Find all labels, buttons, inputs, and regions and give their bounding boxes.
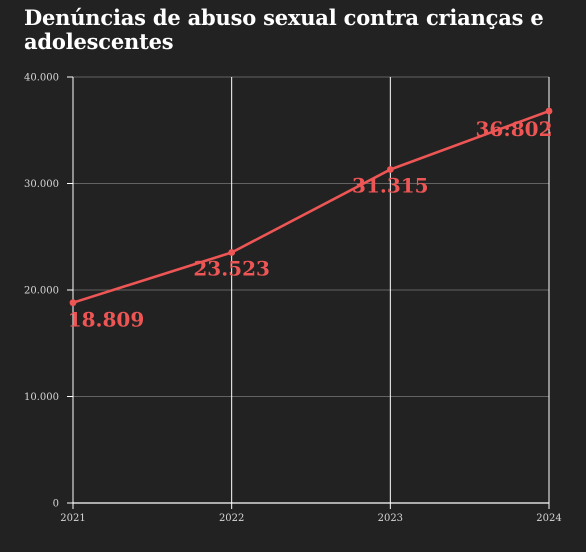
y-tick-label: 20.000 bbox=[24, 286, 59, 297]
data-label: 36:802 bbox=[476, 117, 553, 141]
data-label: 18.809 bbox=[68, 308, 145, 332]
x-tick-label: 2021 bbox=[60, 513, 85, 524]
y-tick-label: 10.000 bbox=[24, 392, 59, 403]
data-point bbox=[386, 166, 394, 173]
x-tick-label: 2024 bbox=[536, 513, 561, 524]
chart-title: Denúncias de abuso sexual contra criança… bbox=[24, 5, 544, 54]
data-point bbox=[228, 249, 236, 256]
grid-layer bbox=[72, 76, 550, 503]
series-layer bbox=[69, 107, 553, 307]
y-tick-label: 30.000 bbox=[24, 179, 59, 190]
x-tick-label: 2022 bbox=[219, 513, 244, 524]
y-tick-label: 0 bbox=[53, 499, 59, 510]
data-point bbox=[69, 299, 77, 307]
x-tick-label: 2023 bbox=[378, 513, 403, 524]
y-tick-label: 40.000 bbox=[24, 73, 59, 84]
axis-layer: 0 10.000 20.000 30.000 40.000 2021 2022 2023 202… bbox=[24, 73, 562, 525]
data-label: 23.523 bbox=[193, 256, 270, 280]
data-point bbox=[545, 107, 553, 115]
data-label: 31.315 bbox=[352, 173, 429, 197]
label-layer: 18.809 23.523 31.315 36:802 bbox=[68, 117, 553, 332]
series-line bbox=[72, 109, 550, 304]
